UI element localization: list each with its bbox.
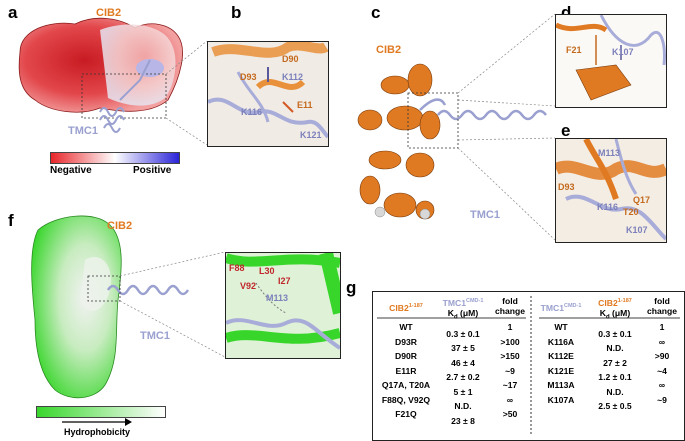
residue-d93-e: D93	[558, 182, 575, 192]
left-mut-cell: D90R	[395, 351, 417, 361]
residue-k116-e: K116	[597, 202, 619, 212]
left-fold-cell: >100	[500, 336, 520, 347]
right-construct-column: TMC1CMD-1 WT K116A K112E K121E M113A K107A	[535, 296, 587, 407]
right-fold-cell: ~9	[657, 394, 667, 405]
residue-e11: E11	[297, 100, 313, 110]
residue-k121: K121	[300, 130, 322, 140]
right-mut-cell: K116A	[547, 336, 575, 347]
left-fold-cell: >150	[500, 351, 520, 361]
right-kd-cell: 2.5 ± 0.5	[598, 401, 632, 412]
residue-k107: K107	[612, 47, 634, 57]
panel-label-c: c	[371, 3, 381, 22]
right-mut-cell: M113A	[547, 380, 575, 390]
panel-label-g: g	[346, 278, 357, 297]
residue-f21: F21	[566, 45, 582, 55]
left-kd-cell: 0.3 ± 0.1	[446, 328, 480, 339]
left-mut-cell: Q17A, T20A	[381, 380, 431, 390]
left-fold-cell: 1	[507, 322, 513, 332]
panel-label-d: d	[561, 3, 572, 22]
residue-t20: T20	[623, 207, 639, 217]
panel-e-zoom	[555, 138, 667, 243]
residue-f88: F88	[229, 263, 245, 273]
left-mut-cell: E11R	[395, 365, 417, 376]
left-partner-header: TMC1CMD-1 Kd (μM)	[442, 297, 484, 321]
left-construct-column: CIB21-187 WT D93R D90R E11R Q17A, T20A F88Q, …	[375, 296, 437, 422]
right-fold-cell: 1	[659, 322, 665, 332]
electrostatic-colorbar	[50, 152, 180, 164]
left-fold-cell: ~9	[505, 365, 515, 376]
residue-d90: D90	[282, 54, 299, 64]
right-construct-header: TMC1CMD-1	[540, 302, 582, 313]
residue-k107-e: K107	[626, 225, 648, 235]
panel-label-f: f	[8, 211, 14, 230]
left-kd-cell: N.D.	[454, 401, 472, 412]
residue-k112: K112	[282, 72, 304, 82]
left-kd-cell: 46 ± 4	[451, 357, 475, 368]
left-fold-column: fold change 1 >100 >150 ~9 ~17 ∞ >50	[491, 296, 529, 422]
right-mut-cell: WT	[554, 322, 568, 332]
residue-v92: V92	[240, 281, 257, 291]
right-partner-header: CIB21-187 Kd (μM)	[598, 297, 632, 321]
right-fold-column: fold change 1 ∞ >90 ~4 ∞ ~9	[643, 296, 681, 407]
left-kd-cell: 37 ± 5	[451, 343, 475, 354]
right-fold-cell: ∞	[658, 380, 666, 390]
colorbar-negative-label: Negative	[50, 165, 92, 176]
residue-k116: K116	[241, 107, 263, 117]
panel-a-cib2-label: CIB2	[96, 7, 122, 19]
panel-c-tmc1-label: TMC1	[470, 209, 500, 221]
right-fold-header: fold change	[646, 296, 678, 316]
left-mut-cell: D93R	[395, 336, 417, 347]
right-fold-cell: ~4	[657, 365, 667, 376]
left-fold-cell: ~17	[502, 380, 518, 390]
left-kd-cell: 5 ± 1	[453, 386, 473, 397]
panel-label-e: e	[561, 121, 571, 140]
right-mut-cell: K121E	[547, 365, 575, 376]
right-mut-cell: K112E	[548, 351, 574, 361]
residue-m113: M113	[598, 148, 621, 158]
right-fold-cell: ∞	[658, 336, 666, 347]
residue-d93: D93	[240, 72, 257, 82]
left-mut-cell: WT	[399, 322, 413, 332]
left-construct-header: CIB21-187	[389, 302, 423, 313]
panel-f-cib2-label: CIB2	[107, 220, 133, 232]
panel-label-a: a	[8, 3, 18, 22]
right-mut-cell: K107A	[547, 394, 575, 405]
left-mut-cell: F88Q, V92Q	[381, 394, 431, 405]
residue-m113-f: M113	[266, 293, 289, 303]
binding-affinity-table: CIB21-187 WT D93R D90R E11R Q17A, T20A F88Q, …	[372, 291, 685, 441]
colorbar-positive-label: Positive	[133, 165, 172, 176]
right-kd-cell: 0.3 ± 0.1	[598, 328, 632, 339]
left-fold-cell: >50	[502, 409, 518, 419]
left-mut-cell: F21Q	[395, 409, 417, 419]
right-kd-cell: 27 ± 2	[603, 357, 627, 368]
hydrophobicity-colorbar	[36, 406, 166, 418]
right-kd-cell: N.D.	[606, 343, 624, 354]
residue-q17: Q17	[633, 195, 651, 205]
panel-a-tmc1-label: TMC1	[68, 125, 98, 137]
hydrophobicity-label: Hydrophobicity	[64, 427, 131, 437]
panel-d-zoom	[555, 14, 667, 108]
left-kd-cell: 23 ± 8	[451, 415, 475, 426]
left-kd-column: TMC1CMD-1 Kd (μM) 0.3 ± 0.1 37 ± 5 46 ± 4 2.…	[435, 296, 491, 428]
right-kd-column: CIB21-187 Kd (μM) 0.3 ± 0.1 N.D. 27 ± 2 1.2 …	[587, 296, 643, 414]
left-kd-cell: 2.7 ± 0.2	[446, 372, 480, 383]
right-fold-cell: >90	[654, 351, 670, 361]
left-fold-cell: ∞	[506, 394, 514, 405]
panel-b-zoom	[207, 41, 329, 147]
residue-i27: I27	[278, 276, 291, 286]
panel-c-cib2-label: CIB2	[376, 44, 402, 56]
panel-f-tmc1-label: TMC1	[140, 330, 170, 342]
table-rules	[377, 296, 680, 436]
left-fold-header: fold change	[494, 296, 526, 316]
panel-f-zoom	[225, 252, 341, 359]
right-kd-cell: 1.2 ± 0.1	[598, 372, 632, 383]
residue-l30: L30	[259, 266, 275, 276]
right-kd-cell: N.D.	[606, 386, 624, 397]
panel-label-b: b	[231, 3, 242, 22]
